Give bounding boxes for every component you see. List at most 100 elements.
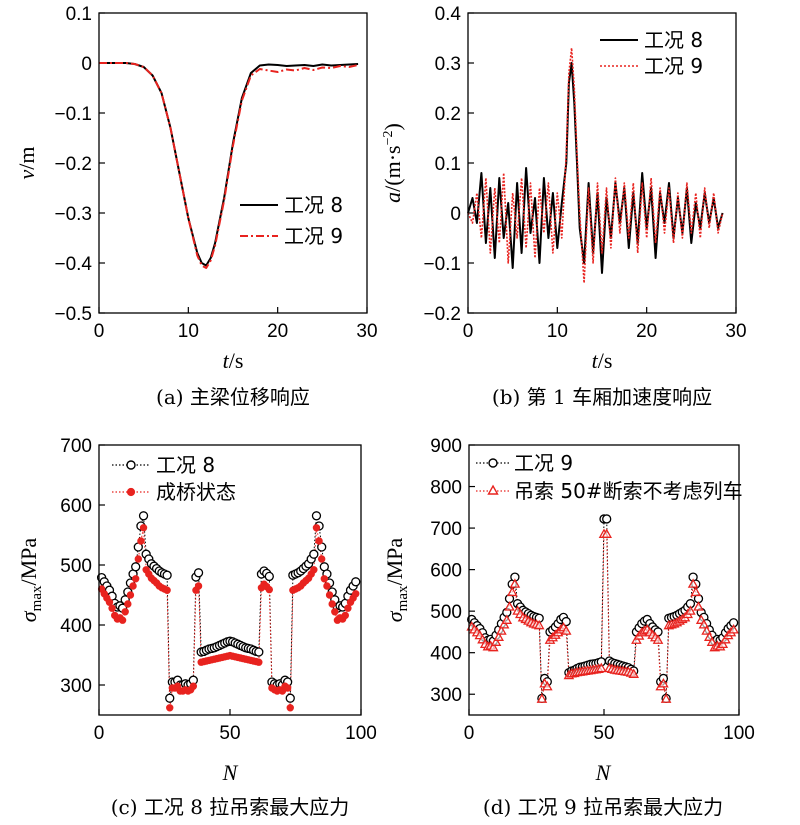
panel-c-series-2-point-71: [283, 684, 292, 692]
panel-d-series-2-point-16: [509, 578, 521, 588]
panel-c-series-2-point-8: [118, 616, 127, 624]
panel-d-ytick-label-0: 900: [430, 436, 462, 457]
panel-c-xtick-label-0: 0: [94, 723, 105, 744]
panel-d-series-2-line: [471, 533, 734, 700]
panel-c-xtick-label-1: 50: [219, 723, 240, 744]
panel-d-series-2-point-69: [652, 634, 664, 644]
panel-b-legend: 工况 8 工况 9: [600, 28, 703, 78]
panel-b-xtick-label-1: 10: [547, 321, 568, 342]
panel-a-ticks: 0 10 20 30 0.1 0 −0.1 −0.2 −0.3 −0.4 −0.5: [54, 4, 377, 342]
panel-c-series-2-point-84: [318, 555, 326, 563]
panel-c-ylabel: σmax/MPa: [16, 538, 45, 623]
panel-c-series-2-point-82: [312, 524, 321, 532]
panel-b-plot: [467, 47, 724, 284]
panel-c-series-2-point-89: [331, 608, 339, 616]
panel-c-series-2-point-93: [341, 611, 349, 620]
panel-b-ytick-label-3: 0.1: [435, 154, 461, 175]
panel-c-series-2-point-26: [166, 704, 174, 712]
panel-c-series-2-point-60: [255, 658, 263, 666]
panel-d-ylabel: σmax/MPa: [382, 538, 411, 623]
legend-c-label-1: 工况 8: [156, 453, 215, 477]
panel-c-series-2-point-12: [129, 582, 137, 590]
panel-a-ytick-label-5: −0.4: [54, 254, 92, 275]
panel-d-series-2-point-81: [685, 605, 696, 615]
panel-c-plot: [96, 511, 361, 712]
panel-d-xtick-label-1: 50: [593, 723, 614, 744]
panel-c-series-1-point-13: [131, 562, 141, 572]
panel-d-series-2-point-10: [493, 631, 505, 641]
legend-d-label-1: 工况 9: [514, 451, 573, 475]
panel-c-ytick-label-1: 600: [60, 496, 92, 517]
panel-d-series-2-point-71: [658, 678, 669, 688]
panel-c-series-2-point-85: [320, 575, 329, 583]
panel-a-ytick-label-2: −0.1: [54, 104, 92, 125]
panel-a-ytick-label-1: 0: [81, 54, 92, 75]
panel-c-series-1-point-37: [193, 568, 204, 578]
panel-c-frame: [98, 444, 362, 716]
panel-a-caption: (a) 主梁位移响应: [156, 385, 310, 409]
panel-d-series-2-point-72: [660, 693, 672, 703]
panel-d-series-2-point-60: [628, 668, 640, 678]
panel-c-series-1-point-82: [311, 511, 322, 521]
panel-a-ytick-label-3: −0.2: [54, 154, 92, 175]
panel-d-series-2-point-28: [541, 680, 553, 691]
panel-d: 0 50 100 900 800 700 600 500 400 300 工况 9 吊索 50#断…: [382, 436, 755, 819]
panel-d-series-1-point-50: [602, 514, 612, 524]
panel-d-series-2-point-9: [490, 636, 502, 646]
panel-c-series-2-point-83: [315, 537, 323, 545]
panel-b: 0 10 20 30 0.4 0.3 0.2 0.1 0 −0.1 −0.2 工况 8 工况 9 a…: [380, 4, 747, 409]
panel-a-xtick-label-1: 10: [178, 321, 199, 342]
panel-d-series-1-line: [471, 518, 734, 699]
panel-b-ylabel: a/(m·s−2): [380, 123, 405, 203]
panel-d-series-2-point-93: [717, 638, 729, 649]
panel-b-ytick-label-0: 0.4: [435, 4, 462, 25]
panel-a-xtick-label-3: 30: [356, 321, 377, 342]
panel-c-series-1-point-60: [254, 647, 264, 657]
panel-d-plot: [466, 514, 739, 704]
panel-d-series-2-point-86: [698, 619, 710, 629]
panel-d-series-2-point-83: [690, 586, 702, 597]
panel-a-legend: 工况 8 工况 9: [240, 193, 343, 248]
panel-c-series-1-point-16: [138, 511, 149, 521]
panel-d-series-2-point-82: [687, 578, 699, 588]
panel-a-xtick-label-2: 20: [267, 321, 288, 342]
panel-a-series-2-line: [99, 62, 359, 269]
panel-b-ytick-label-6: −0.2: [423, 304, 461, 325]
panel-b-xtick-label-0: 0: [463, 321, 474, 342]
panel-c-ytick-label-2: 500: [60, 556, 92, 577]
panel-c-series-2-point-86: [323, 582, 331, 590]
panel-d-series-2-point-8: [487, 641, 499, 652]
legend-c-marker-1: [126, 460, 136, 470]
legend-d-marker-1: [488, 458, 498, 468]
panel-a-ytick-label-4: −0.3: [54, 204, 92, 225]
panel-d-ytick-label-3: 600: [430, 561, 462, 582]
panel-d-xlabel: N: [595, 760, 612, 785]
legend-d-marker-2: [487, 484, 499, 495]
panel-d-legend: 工况 9 吊索 50#断索不考虑列车: [476, 451, 743, 503]
panel-c-series-2-point-13: [131, 575, 140, 583]
panel-c-series-2-point-94: [344, 604, 352, 612]
panel-d-series-2-point-50: [601, 528, 613, 538]
panel-b-ytick-label-1: 0.3: [435, 54, 461, 75]
panel-d-series-2-point-26: [536, 693, 548, 703]
panel-c-series-1-point-97: [351, 577, 361, 587]
panel-d-caption: (d) 工况 9 拉吊索最大应力: [483, 795, 723, 819]
panel-c-series-2-point-25: [163, 586, 171, 594]
panel-b-xtick-label-2: 20: [636, 321, 657, 342]
panel-c-series-1-point-72: [285, 693, 295, 703]
panel-c-series-2-point-97: [352, 590, 360, 598]
panel-c-xlabel: N: [222, 760, 239, 785]
panel-d-ticks: 0 50 100 900 800 700 600 500 400 300: [430, 436, 755, 744]
panel-c-series-1-point-25: [162, 570, 172, 580]
panel-c-ytick-label-4: 300: [60, 676, 92, 697]
panel-d-xtick-label-2: 100: [723, 723, 755, 744]
panel-c-series-2-point-15: [137, 537, 145, 545]
panel-d-series-2-point-15: [506, 586, 518, 597]
panel-d-series-2-point-12: [498, 619, 510, 629]
legend-a-label-2: 工况 9: [284, 224, 343, 248]
panel-c-series-2-point-87: [325, 591, 334, 599]
panel-a: 0 10 20 30 0.1 0 −0.1 −0.2 −0.3 −0.4 −0.5 工况 8 工况 …: [14, 4, 378, 409]
panel-c-series-2-point-81: [310, 566, 318, 574]
legend-b-label-2: 工况 9: [644, 54, 703, 78]
panel-c-series-2-point-72: [286, 704, 294, 712]
